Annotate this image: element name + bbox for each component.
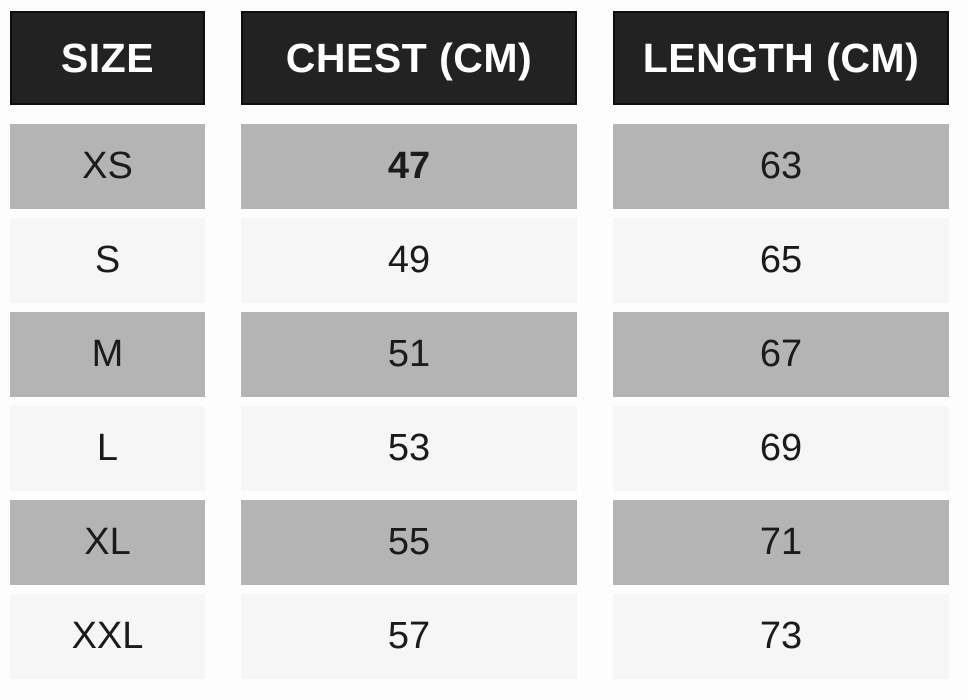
table-row-s: S 49 65 (10, 218, 949, 303)
length-cell: 67 (613, 312, 949, 397)
chest-cell: 53 (241, 406, 577, 491)
size-cell: XS (10, 124, 205, 209)
header-cell-size: SIZE (10, 11, 205, 105)
table-row-xl: XL 55 71 (10, 500, 949, 585)
size-cell: XXL (10, 594, 205, 679)
table-body: XS 47 63 S 49 65 M 51 67 L 53 69 XL (10, 124, 949, 679)
length-cell: 71 (613, 500, 949, 585)
chest-cell: 51 (241, 312, 577, 397)
table-header-row: SIZE CHEST (CM) LENGTH (CM) (10, 11, 949, 105)
size-cell: S (10, 218, 205, 303)
table-row-xs: XS 47 63 (10, 124, 949, 209)
size-chart-table: SIZE CHEST (CM) LENGTH (CM) XS 47 63 S 4… (10, 11, 949, 688)
length-cell: 69 (613, 406, 949, 491)
table-row-m: M 51 67 (10, 312, 949, 397)
chest-cell: 57 (241, 594, 577, 679)
length-cell: 65 (613, 218, 949, 303)
size-cell: M (10, 312, 205, 397)
chest-cell: 55 (241, 500, 577, 585)
length-cell: 63 (613, 124, 949, 209)
chest-cell: 49 (241, 218, 577, 303)
length-cell: 73 (613, 594, 949, 679)
table-row-l: L 53 69 (10, 406, 949, 491)
header-cell-chest: CHEST (CM) (241, 11, 577, 105)
size-cell: XL (10, 500, 205, 585)
chest-cell: 47 (241, 124, 577, 209)
size-cell: L (10, 406, 205, 491)
table-row-xxl: XXL 57 73 (10, 594, 949, 679)
header-cell-length: LENGTH (CM) (613, 11, 949, 105)
